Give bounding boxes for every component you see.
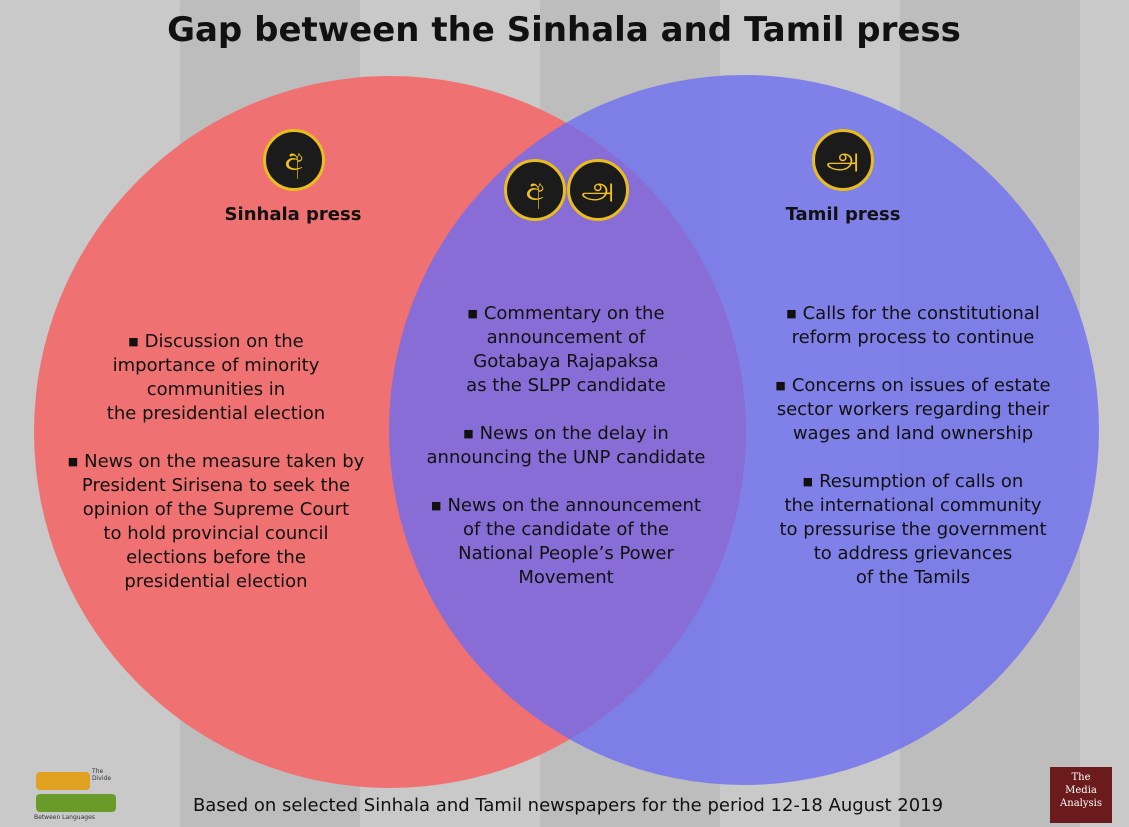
logo-word: Media bbox=[1065, 785, 1097, 796]
footer: Based on selected Sinhala and Tamil news… bbox=[192, 795, 944, 816]
item-line: to address grievances bbox=[813, 543, 1013, 564]
item-line: communities in bbox=[146, 379, 286, 400]
script-icon: அ bbox=[812, 129, 874, 191]
bullet-item: ■ Discussion on the importance of minority… bbox=[107, 330, 325, 426]
item-line: the international community bbox=[784, 495, 1042, 516]
bullet: ■ bbox=[431, 499, 442, 512]
bullet: ■ bbox=[463, 427, 474, 440]
item-line: ■ Calls for the constitutional bbox=[786, 303, 1040, 324]
bullet-item: ■ Concerns on issues of estate sector work… bbox=[775, 374, 1050, 446]
item-line: to pressurise the government bbox=[779, 519, 1047, 540]
item-line: announcement of bbox=[486, 327, 646, 348]
item-line: President Sirisena to seek the bbox=[81, 475, 351, 496]
script-icon: அ bbox=[567, 159, 629, 221]
title: Gap between the Sinhala and Tamil press bbox=[167, 10, 961, 50]
item-line: ■ Resumption of calls on bbox=[802, 471, 1024, 492]
bullet-item: ■ Commentary on the announcement of Gotabay… bbox=[466, 302, 666, 398]
logo-shape bbox=[36, 794, 116, 812]
logo-word: Analysis bbox=[1060, 798, 1102, 809]
item-line: announcing the UNP candidate bbox=[426, 447, 706, 468]
item-line: wages and land ownership bbox=[792, 423, 1034, 444]
logo-word: The bbox=[1071, 772, 1091, 783]
bullet-item: ■ News on the announcement of the candidat… bbox=[431, 494, 701, 590]
script-icon: අ bbox=[504, 159, 566, 221]
item-line: the presidential election bbox=[106, 403, 326, 424]
item-line: Movement bbox=[518, 567, 614, 588]
item-line: as the SLPP candidate bbox=[466, 375, 666, 396]
item-line: ■ Discussion on the bbox=[128, 331, 304, 352]
bullet-item: ■ News on the measure taken by President S… bbox=[68, 450, 365, 594]
bullet: ■ bbox=[775, 379, 786, 392]
bullet: ■ bbox=[67, 455, 79, 468]
set-label: Sinhala press bbox=[224, 204, 362, 225]
item-line: of the Tamils bbox=[855, 567, 971, 588]
item-line: Gotabaya Rajapaksa bbox=[473, 351, 659, 372]
logo-right: The Media Analysis bbox=[1050, 767, 1112, 823]
bullet-item: ■ News on the delay in announcing the UNP … bbox=[427, 422, 706, 470]
item-line: to hold provincial council bbox=[103, 523, 329, 544]
bullet: ■ bbox=[802, 475, 814, 488]
item-line: elections before the bbox=[126, 547, 306, 568]
item-line: National People’s Power bbox=[458, 543, 674, 564]
bullet-item: ■ Calls for the constitutional reform proc… bbox=[786, 302, 1040, 350]
item-line: of the candidate of the bbox=[462, 519, 669, 540]
logo-left: The Divide Between Languages bbox=[30, 764, 122, 822]
item-line: ■ News on the announcement bbox=[431, 495, 701, 516]
bullet-item: ■ Resumption of calls on the international… bbox=[779, 470, 1046, 590]
set-label: Tamil press bbox=[785, 204, 901, 225]
item-line: ■ Commentary on the bbox=[467, 303, 665, 324]
script-icon: අ bbox=[263, 129, 325, 191]
item-line: sector workers regarding their bbox=[776, 399, 1050, 420]
tamil-circle bbox=[389, 75, 1099, 785]
bullet: ■ bbox=[786, 307, 797, 320]
item-line: importance of minority bbox=[112, 355, 320, 376]
item-line: ■ News on the delay in bbox=[463, 423, 669, 444]
logo-text: Between Languages bbox=[34, 814, 95, 821]
item-line: presidential election bbox=[124, 571, 308, 592]
item-line: opinion of the Supreme Court bbox=[82, 499, 350, 520]
logo-shape bbox=[36, 772, 90, 790]
item-line: ■ News on the measure taken by bbox=[67, 451, 365, 472]
bullet: ■ bbox=[467, 307, 478, 320]
item-line: ■ Concerns on issues of estate bbox=[775, 375, 1051, 396]
logo-text: The Divide bbox=[92, 768, 112, 782]
bullet: ■ bbox=[128, 335, 139, 348]
item-line: reform process to continue bbox=[791, 327, 1035, 348]
